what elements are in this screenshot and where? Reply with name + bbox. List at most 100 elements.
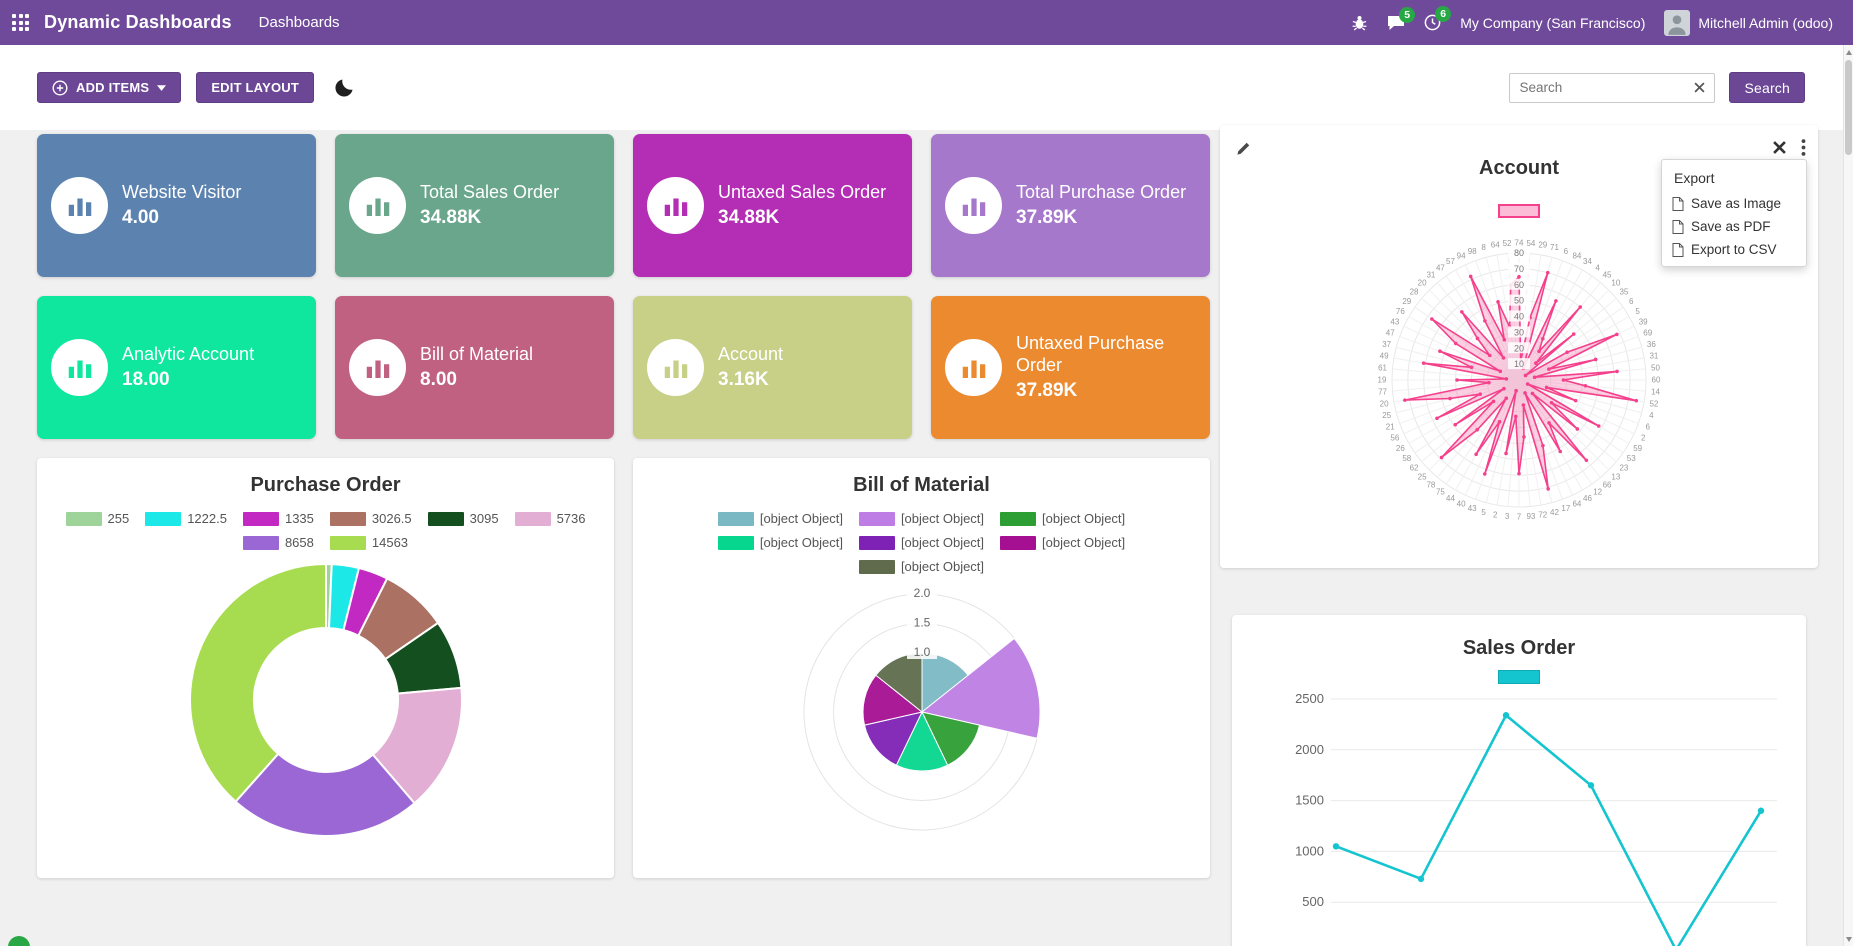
legend-item[interactable]: 3095 — [427, 511, 499, 526]
dark-mode-toggle[interactable] — [333, 76, 356, 99]
legend-swatch — [858, 511, 895, 526]
purchase-order-doughnut-chart[interactable] — [46, 558, 606, 850]
purchase-order-chart-card: Purchase Order 255 1222.5 1335 3026.5 3095 57… — [37, 458, 614, 878]
account-radar-chart[interactable]: 74 54 29 71 68434445103565396936315060145246… — [1220, 226, 1818, 526]
legend-swatch — [329, 535, 366, 550]
svg-text:34: 34 — [1583, 257, 1592, 266]
kpi-tiles-grid: Website Visitor 4.00 Total Sales Order 34.8… — [37, 134, 1210, 439]
menu-item-save-as-pdf[interactable]: Save as PDF — [1662, 215, 1806, 238]
bill-of-material-polar-chart[interactable]: 2.0 1.5 1.0 — [642, 582, 1202, 844]
legend-item[interactable]: [object Object] — [858, 559, 984, 574]
menu-item-export-to-csv[interactable]: Export to CSV — [1662, 238, 1806, 261]
svg-text:72: 72 — [1538, 510, 1547, 519]
edit-layout-button[interactable]: EDIT LAYOUT — [196, 72, 314, 103]
messages-icon[interactable]: 5 — [1387, 6, 1416, 31]
svg-text:46: 46 — [1583, 494, 1592, 503]
svg-text:64: 64 — [1491, 241, 1500, 250]
scroll-down-arrow-icon[interactable] — [1844, 933, 1853, 945]
image-file-icon — [1672, 196, 1684, 211]
kpi-tile-account[interactable]: Account 3.16K — [633, 296, 912, 439]
search-button[interactable]: Search — [1729, 72, 1805, 103]
bar-chart-icon — [647, 339, 704, 396]
svg-text:43: 43 — [1468, 504, 1477, 513]
account-legend-swatch[interactable] — [1498, 204, 1540, 218]
kpi-tile-website-visitor[interactable]: Website Visitor 4.00 — [37, 134, 316, 277]
kpi-tile-total-purchase-order[interactable]: Total Purchase Order 37.89K — [931, 134, 1210, 277]
svg-text:30: 30 — [1514, 327, 1524, 337]
bar-chart-icon — [51, 177, 108, 234]
bar-chart-icon — [349, 177, 406, 234]
kpi-value: 3.16K — [718, 368, 769, 390]
add-items-button[interactable]: ADD ITEMS — [37, 72, 182, 103]
clear-search-icon[interactable] — [1685, 82, 1714, 93]
svg-text:77: 77 — [1378, 387, 1387, 396]
svg-text:84: 84 — [1572, 251, 1581, 260]
search-input[interactable] — [1510, 80, 1686, 95]
svg-text:26: 26 — [1396, 444, 1405, 453]
scroll-up-arrow-icon[interactable] — [1844, 46, 1853, 58]
svg-text:52: 52 — [1503, 239, 1512, 248]
bill-of-material-legend: [object Object] [object Object] [object Ob… — [662, 511, 1182, 574]
svg-text:60: 60 — [1652, 376, 1661, 385]
menu-dashboards[interactable]: Dashboards — [258, 14, 340, 31]
svg-text:2.0: 2.0 — [913, 586, 930, 600]
legend-item[interactable]: 1222.5 — [145, 511, 227, 526]
legend-item[interactable]: 3026.5 — [329, 511, 412, 526]
svg-text:13: 13 — [1611, 472, 1620, 481]
svg-text:49: 49 — [1380, 352, 1389, 361]
bar-chart-icon — [945, 339, 1002, 396]
legend-item[interactable]: 14563 — [329, 535, 408, 550]
bill-of-material-chart-title: Bill of Material — [853, 474, 990, 496]
account-chart-card: Account 74 54 29 71 6 84 34 4 45 10 35 6 5 39 69 36 31 50… — [1220, 125, 1818, 568]
legend-item[interactable]: [object Object] — [1000, 535, 1125, 550]
legend-item[interactable]: [object Object] — [858, 511, 984, 526]
kpi-tile-analytic-account[interactable]: Analytic Account 18.00 — [37, 296, 316, 439]
kpi-tile-total-sales-order[interactable]: Total Sales Order 34.88K — [335, 134, 614, 277]
svg-text:2: 2 — [1493, 510, 1498, 519]
svg-text:4: 4 — [1649, 411, 1654, 420]
kpi-value: 34.88K — [420, 206, 482, 228]
moon-icon — [333, 76, 356, 99]
close-chart-icon[interactable] — [1773, 141, 1786, 154]
svg-text:60: 60 — [1514, 280, 1524, 290]
company-switcher[interactable]: My Company (San Francisco) — [1460, 14, 1646, 31]
legend-item[interactable]: [object Object] — [717, 511, 843, 526]
legend-item[interactable]: [object Object] — [858, 535, 984, 550]
legend-item[interactable]: 5736 — [514, 511, 586, 526]
svg-text:40: 40 — [1514, 312, 1524, 322]
kpi-label: Bill of Material — [420, 344, 534, 365]
svg-text:70: 70 — [1514, 264, 1524, 274]
kebab-menu-icon[interactable] — [1801, 139, 1806, 156]
edit-pencil-icon[interactable] — [1236, 141, 1251, 161]
control-panel: ADD ITEMS EDIT LAYOUT Search — [0, 45, 1853, 130]
sales-order-legend-swatch[interactable] — [1498, 670, 1540, 684]
legend-item[interactable]: 8658 — [242, 535, 314, 550]
svg-text:25: 25 — [1382, 411, 1391, 420]
kpi-tile-untaxed-purchase-order[interactable]: Untaxed Purchase Order 37.89K — [931, 296, 1210, 439]
sales-order-line-chart[interactable]: 2500 2000 1500 1000 500 — [1232, 688, 1806, 946]
kpi-label: Total Purchase Order — [1016, 182, 1187, 203]
legend-item[interactable]: 1335 — [242, 511, 314, 526]
floating-green-indicator[interactable] — [8, 936, 30, 946]
legend-item[interactable]: [object Object] — [1000, 511, 1125, 526]
svg-text:54: 54 — [1526, 239, 1535, 248]
legend-swatch — [514, 511, 551, 526]
app-title: Dynamic Dashboards — [44, 12, 232, 32]
user-menu[interactable]: Mitchell Admin (odoo) — [1664, 9, 1833, 36]
svg-text:74: 74 — [1515, 239, 1524, 248]
legend-item[interactable]: [object Object] — [717, 535, 843, 550]
kpi-tile-untaxed-sales-order[interactable]: Untaxed Sales Order 34.88K — [633, 134, 912, 277]
vertical-scrollbar[interactable] — [1843, 45, 1853, 946]
menu-item-save-as-image[interactable]: Save as Image — [1662, 192, 1806, 215]
kpi-tile-bill-of-material[interactable]: Bill of Material 8.00 — [335, 296, 614, 439]
apps-grid-icon[interactable] — [12, 14, 29, 31]
activities-clock-icon[interactable]: 6 — [1424, 6, 1452, 31]
legend-swatch — [717, 535, 754, 550]
svg-text:52: 52 — [1649, 399, 1658, 408]
bar-chart-icon — [51, 339, 108, 396]
svg-text:64: 64 — [1572, 500, 1581, 509]
legend-item[interactable]: 255 — [65, 511, 129, 526]
legend-swatch — [858, 535, 895, 550]
scrollbar-thumb[interactable] — [1845, 60, 1852, 155]
debug-bug-icon[interactable] — [1351, 14, 1368, 31]
